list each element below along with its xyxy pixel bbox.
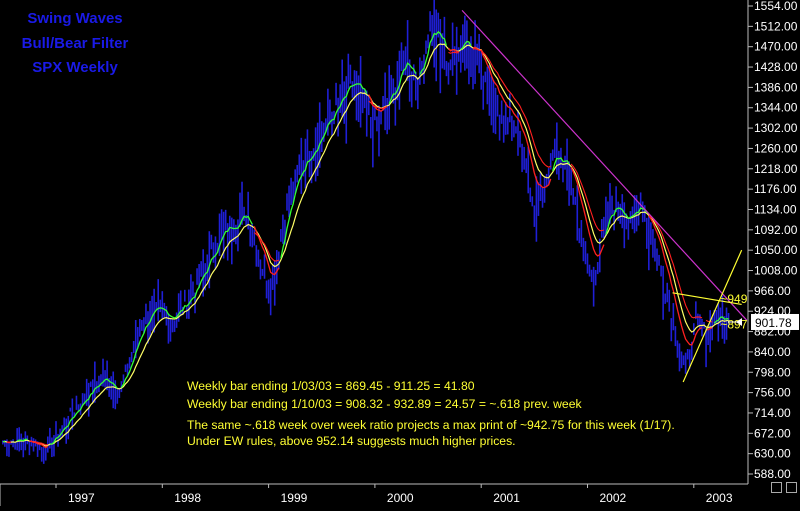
annotation-1: ~897 xyxy=(720,317,747,331)
note-line-2: Weekly bar ending 1/10/03 = 908.32 - 932… xyxy=(187,397,582,411)
y-tick-label-18: 798.00 xyxy=(754,365,791,379)
trendline-0 xyxy=(461,9,748,321)
y-tick-label-10: 1134.00 xyxy=(754,202,797,216)
y-tick-label-6: 1302.00 xyxy=(754,121,798,135)
x-tick-label-0: 1997 xyxy=(68,491,95,505)
y-tick-label-22: 630.00 xyxy=(754,447,791,461)
zoom-out-button[interactable] xyxy=(771,482,782,493)
y-tick-label-5: 1344.00 xyxy=(754,101,798,115)
last-price-label: 901.78 xyxy=(755,316,792,330)
note-line-1: Weekly bar ending 1/03/03 = 869.45 - 911… xyxy=(187,379,475,393)
annotation-0: ~949 xyxy=(720,292,747,306)
trendline-1 xyxy=(682,249,743,383)
x-tick-label-2: 1999 xyxy=(281,491,308,505)
slow-average-line xyxy=(2,43,729,447)
x-tick-label-6: 2003 xyxy=(706,491,733,505)
zoom-in-button[interactable] xyxy=(786,482,797,493)
last-price-box xyxy=(751,313,799,330)
y-tick-label-2: 1470.00 xyxy=(754,40,798,54)
y-tick-label-13: 1008.00 xyxy=(754,264,798,278)
y-tick-label-8: 1218.00 xyxy=(754,162,798,176)
x-tick-label-1: 1998 xyxy=(174,491,201,505)
y-tick-label-1: 1512.00 xyxy=(754,19,798,33)
y-tick-label-21: 672.00 xyxy=(754,426,791,440)
y-tick-label-12: 1050.00 xyxy=(754,243,798,257)
trendline-2 xyxy=(672,292,742,306)
note-line-4: Under EW rules, above 952.14 suggests mu… xyxy=(187,434,516,448)
chart-title-line-2: Bull/Bear Filter xyxy=(21,35,129,52)
y-tick-label-17: 840.00 xyxy=(754,345,791,359)
y-tick-label-0: 1554.00 xyxy=(754,0,798,13)
fast-average-bull-line xyxy=(2,30,729,445)
x-tick-label-4: 2001 xyxy=(493,491,520,505)
bear-slow-average-line xyxy=(6,48,713,446)
y-tick-label-20: 714.00 xyxy=(754,406,791,420)
chart-title-line-3: SPX Weekly xyxy=(32,59,118,76)
y-tick-label-9: 1176.00 xyxy=(754,182,797,196)
x-tick-label-5: 2002 xyxy=(600,491,627,505)
y-tick-label-4: 1386.00 xyxy=(754,80,798,94)
y-tick-label-11: 1092.00 xyxy=(754,223,798,237)
y-tick-label-19: 756.00 xyxy=(754,386,791,400)
y-tick-label-3: 1428.00 xyxy=(754,60,798,74)
y-tick-label-7: 1260.00 xyxy=(754,141,798,155)
chart-title-line-1: Swing Waves xyxy=(27,10,123,27)
x-tick-label-3: 2000 xyxy=(387,491,414,505)
y-tick-label-23: 588.00 xyxy=(754,467,791,481)
note-line-3: The same ~.618 week over week ratio proj… xyxy=(187,418,675,432)
y-tick-label-14: 966.00 xyxy=(754,284,791,298)
